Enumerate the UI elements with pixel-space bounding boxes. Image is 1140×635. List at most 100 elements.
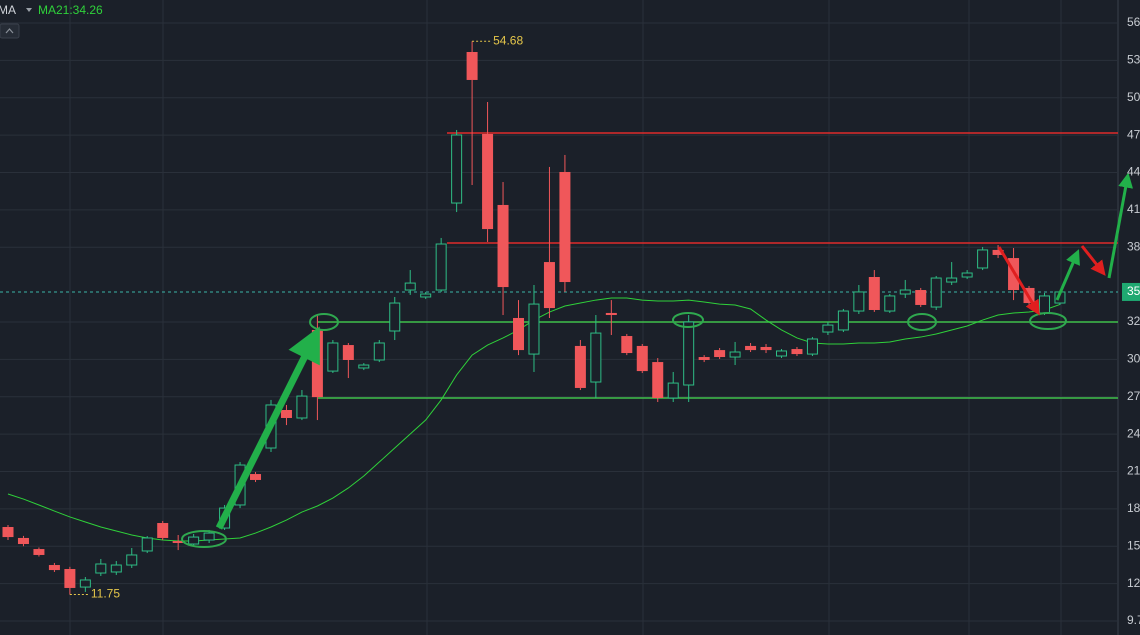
highlight-ellipse xyxy=(1029,312,1067,330)
candle-body xyxy=(64,569,76,588)
ma-legend: MA21:34.26 xyxy=(38,3,103,17)
candle-body xyxy=(311,329,323,398)
candle-body xyxy=(605,312,617,316)
candle-body xyxy=(358,364,370,369)
candle-body xyxy=(110,564,122,573)
candle-body xyxy=(868,277,880,310)
candle-body xyxy=(899,289,911,295)
candle-body xyxy=(48,565,60,571)
last-price-tag xyxy=(1122,282,1140,301)
trend-arrow xyxy=(997,246,1040,316)
candle-body xyxy=(667,382,679,399)
candle-body xyxy=(590,332,602,383)
trend-arrow xyxy=(215,326,320,530)
low-label: 11.75 xyxy=(91,587,120,601)
candle-body xyxy=(930,277,942,308)
candle-body xyxy=(404,282,416,291)
candle-body xyxy=(915,290,927,305)
trend-arrow xyxy=(1080,245,1106,276)
candle-body xyxy=(714,350,726,358)
highlight-ellipse xyxy=(907,313,937,331)
y-tick-label: 47 xyxy=(1127,127,1140,141)
candle-body xyxy=(528,303,540,355)
candle-body xyxy=(451,134,463,204)
candle-body xyxy=(172,541,184,543)
candle-body xyxy=(373,342,385,361)
candle-body xyxy=(636,345,648,372)
candle-body xyxy=(435,243,447,291)
candle-body xyxy=(961,272,973,278)
y-tick-label: 44 xyxy=(1127,165,1140,179)
candle-body xyxy=(497,204,509,288)
y-tick-label: 41 xyxy=(1127,202,1140,216)
candle-body xyxy=(543,262,555,309)
trend-arrow xyxy=(1055,249,1080,301)
candle-body xyxy=(574,345,586,388)
candle-body xyxy=(141,537,153,552)
candle-body xyxy=(992,249,1004,255)
y-tick-label: 21 xyxy=(1127,464,1140,478)
high-label: 54.68 xyxy=(493,33,523,47)
candle-body xyxy=(745,345,757,351)
price-axis: 9.7 12 15 18 21 24 27 30 32 38 41 44 47 50 53 56 35 xyxy=(1122,15,1140,627)
legend: MA MA21:34.26 xyxy=(0,3,103,39)
y-tick-label: 50 xyxy=(1127,90,1140,104)
candle-body xyxy=(621,336,633,354)
y-tick-label: 30 xyxy=(1127,352,1140,366)
y-tick-label: 15 xyxy=(1127,538,1140,552)
candle-body xyxy=(296,395,308,419)
collapse-icon xyxy=(5,28,14,34)
indicator-label[interactable]: MA xyxy=(0,3,16,17)
candle-body xyxy=(126,554,138,566)
candle-body xyxy=(2,527,14,538)
levels xyxy=(0,132,1118,399)
candle-body xyxy=(698,357,710,360)
candle-body xyxy=(760,346,772,351)
candles xyxy=(2,41,1066,595)
candle-body xyxy=(837,310,849,331)
candle-body xyxy=(559,171,571,283)
candle-body xyxy=(466,51,478,80)
candle-body xyxy=(884,295,896,312)
y-tick-label: 32 xyxy=(1127,314,1140,328)
candle-body xyxy=(806,338,818,355)
dropdown-icon[interactable] xyxy=(26,8,32,12)
candle-body xyxy=(33,549,45,555)
candle-body xyxy=(652,362,664,399)
candle-body xyxy=(776,350,787,357)
candle-body xyxy=(791,349,803,355)
trend-arrow xyxy=(1107,172,1134,279)
candle-body xyxy=(250,474,262,480)
candle-body xyxy=(188,536,200,545)
candle-body xyxy=(342,345,354,360)
candle-body xyxy=(203,532,215,541)
y-tick-label: 9.7 xyxy=(1127,613,1140,627)
candle-body xyxy=(729,351,741,358)
y-tick-label: 18 xyxy=(1127,501,1140,515)
candle-body xyxy=(17,537,29,545)
candle-body xyxy=(1038,295,1050,314)
candle-body xyxy=(420,293,432,298)
highlight-ellipse xyxy=(309,313,339,331)
candle-body xyxy=(389,302,401,332)
candle-body xyxy=(95,563,107,574)
candle-body xyxy=(822,324,834,333)
y-tick-label: 12 xyxy=(1127,576,1140,590)
candle-body xyxy=(280,409,292,418)
candle-body xyxy=(946,277,958,283)
collapse-button[interactable] xyxy=(0,23,20,39)
y-tick-label: 24 xyxy=(1127,426,1140,440)
annotations: 54.68 11.75 xyxy=(69,33,1134,601)
candle-body xyxy=(482,133,494,230)
candle-body xyxy=(683,321,695,386)
last-price-label: 35 xyxy=(1127,284,1140,298)
y-tick-label: 56 xyxy=(1127,15,1140,29)
candle-body xyxy=(327,342,339,372)
candle-body xyxy=(513,317,525,351)
candle-body xyxy=(79,579,91,588)
highlight-ellipse xyxy=(672,312,704,328)
